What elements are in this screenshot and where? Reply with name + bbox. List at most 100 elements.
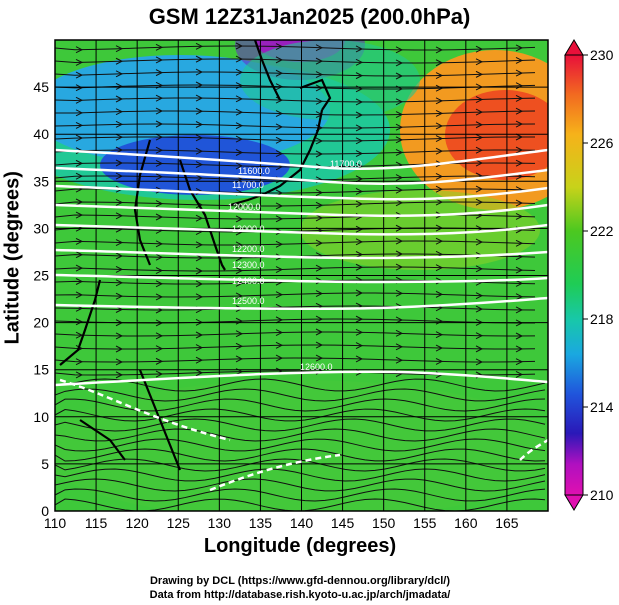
streamline-arrow: [355, 289, 364, 297]
streamline-arrow: [115, 265, 124, 273]
streamline-arrow: [75, 331, 84, 339]
streamline-arrow: [115, 70, 124, 78]
streamline-arrow: [235, 135, 244, 143]
streamline: [55, 97, 536, 103]
x-tick-label: 165: [495, 515, 519, 531]
streamline-arrow: [195, 42, 204, 50]
streamline-arrow: [155, 293, 164, 301]
streamline-arrow: [115, 172, 124, 180]
streamline-arrow: [435, 122, 444, 130]
streamline-arrow: [235, 162, 244, 170]
streamline-arrow: [315, 150, 324, 158]
streamline-arrow: [275, 202, 284, 210]
contour-label: 12000.0: [232, 224, 265, 234]
x-tick-label: 145: [331, 515, 355, 531]
streamline-arrow: [115, 108, 124, 116]
streamline-arrow: [515, 146, 524, 154]
y-tick-label: 20: [33, 315, 49, 331]
y-axis-ticks: 0 5 10 15 20 25 30 35 40 45: [33, 79, 49, 519]
streamline-arrow: [355, 225, 364, 233]
streamline-arrow: [475, 238, 484, 246]
colorbar-bottom-arrow: [564, 494, 584, 511]
colorbar: 230 226 222 218 214 210: [564, 39, 614, 511]
streamline-arrow: [195, 94, 204, 102]
y-tick-label: 10: [33, 409, 49, 425]
streamline-arrow: [435, 198, 444, 206]
y-tick-label: 35: [33, 173, 49, 189]
streamline-arrow: [395, 289, 404, 297]
y-tick-label: 0: [41, 503, 49, 519]
streamline-arrow: [155, 107, 164, 115]
y-tick-label: 25: [33, 268, 49, 284]
streamline-arrow: [115, 95, 124, 103]
streamline-arrow: [195, 214, 204, 222]
streamline-arrow: [475, 159, 484, 167]
streamline-arrow: [515, 239, 524, 247]
streamline-arrow: [395, 316, 404, 324]
streamline-arrow: [515, 212, 524, 220]
streamline-arrow: [115, 120, 124, 128]
streamline-arrow: [315, 315, 324, 323]
x-tick-label: 120: [125, 515, 149, 531]
streamline-arrow: [75, 237, 84, 245]
streamline-arrow: [475, 292, 484, 300]
streamline-arrow: [275, 69, 284, 77]
streamline-arrow: [355, 328, 364, 336]
streamline-arrow: [155, 345, 164, 353]
streamline: [55, 292, 536, 298]
streamline-arrow: [355, 58, 364, 66]
streamline-arrow: [155, 213, 164, 221]
streamline-arrow: [395, 263, 404, 271]
contour-label: 11700.0: [330, 159, 362, 169]
y-tick-label: 40: [33, 126, 49, 142]
streamline: [55, 136, 536, 142]
colorbar-tick-label: 222: [590, 223, 614, 239]
streamline-arrow: [75, 371, 84, 379]
streamline-arrow: [115, 279, 124, 287]
streamline-arrow: [235, 42, 244, 50]
streamline-arrow: [155, 160, 164, 167]
streamline-arrow: [115, 133, 124, 141]
x-tick-label: 130: [208, 515, 232, 531]
streamline-arrow: [515, 199, 524, 207]
streamline-arrow: [75, 96, 84, 104]
streamline-arrow: [235, 317, 244, 325]
streamline-arrow: [275, 150, 284, 158]
streamline-arrow: [235, 68, 244, 76]
streamline-arrow: [515, 306, 524, 314]
streamline-arrow: [395, 174, 404, 182]
streamline-arrow: [435, 185, 444, 193]
streamline-arrow: [475, 358, 484, 366]
data-credit: Data from http://database.rish.kyoto-u.a…: [149, 589, 451, 601]
streamline-arrow: [435, 331, 444, 339]
x-axis-label: Longitude (degrees): [203, 535, 397, 557]
streamline-arrow: [275, 215, 284, 223]
streamline-arrow: [195, 241, 204, 249]
streamline-arrow: [515, 266, 524, 274]
streamline-arrow: [275, 266, 284, 273]
streamline-arrow: [155, 370, 164, 378]
streamline-arrow: [395, 329, 404, 337]
streamline-arrow: [155, 200, 164, 208]
streamline-arrow: [315, 290, 324, 297]
streamline-arrow: [435, 344, 444, 352]
streamline-arrow: [275, 56, 284, 64]
contour-label: 12600.0: [300, 362, 333, 372]
contour-label: 12300.0: [232, 260, 265, 270]
streamline-arrow: [395, 111, 404, 118]
streamline-arrow: [195, 174, 204, 182]
streamline-arrow: [155, 43, 164, 51]
streamline-arrow: [75, 358, 84, 366]
streamline-arrow: [155, 56, 164, 64]
streamline-arrow: [195, 331, 204, 339]
streamline-arrow: [435, 97, 444, 105]
streamline-arrow: [75, 251, 84, 259]
streamline: [55, 71, 536, 77]
x-tick-label: 115: [85, 515, 108, 531]
streamline-arrow: [275, 316, 284, 324]
streamline-arrow: [475, 58, 484, 66]
streamline-arrow: [155, 332, 164, 340]
streamline-arrow: [115, 146, 124, 154]
streamline-arrow: [315, 328, 324, 336]
streamline-arrow: [395, 46, 404, 54]
